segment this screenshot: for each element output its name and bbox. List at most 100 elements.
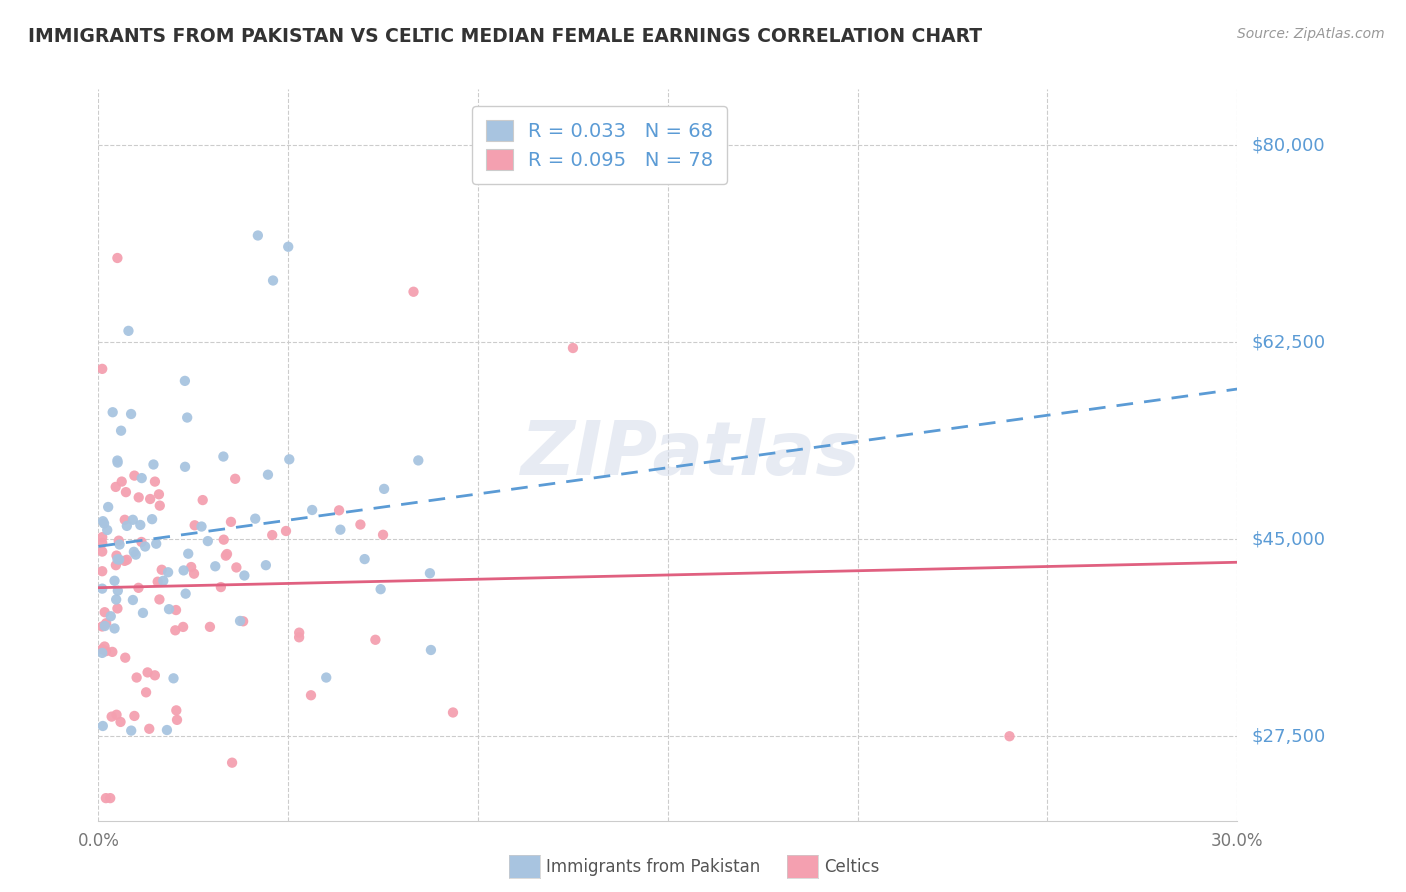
Point <box>120 723 142 738</box>
Point <box>124 468 146 483</box>
Point <box>278 452 301 467</box>
Point <box>101 405 124 419</box>
Point <box>91 646 114 660</box>
Point <box>197 534 219 549</box>
Point <box>101 645 124 659</box>
Point <box>149 499 172 513</box>
Point <box>299 688 322 702</box>
Point <box>124 709 146 723</box>
Point <box>104 558 127 573</box>
Text: IMMIGRANTS FROM PAKISTAN VS CELTIC MEDIAN FEMALE EARNINGS CORRELATION CHART: IMMIGRANTS FROM PAKISTAN VS CELTIC MEDIA… <box>28 27 983 45</box>
Point <box>138 722 160 736</box>
Legend: R = 0.033   N = 68, R = 0.095   N = 78: R = 0.033 N = 68, R = 0.095 N = 78 <box>472 106 727 184</box>
Point <box>96 616 118 631</box>
Point <box>173 374 195 388</box>
Point <box>562 341 585 355</box>
Text: Source: ZipAtlas.com: Source: ZipAtlas.com <box>1237 27 1385 41</box>
Point <box>115 485 138 500</box>
Point <box>254 558 277 573</box>
Point <box>162 671 184 685</box>
Point <box>419 643 441 657</box>
Text: ZIPatlas: ZIPatlas <box>520 418 860 491</box>
Point <box>100 709 122 723</box>
Point <box>111 475 134 489</box>
Point <box>125 671 148 685</box>
Point <box>191 493 214 508</box>
Point <box>139 491 162 506</box>
Point <box>103 574 125 588</box>
Point <box>288 625 311 640</box>
Point <box>125 548 148 562</box>
Point <box>441 706 464 720</box>
Point <box>141 512 163 526</box>
Point <box>97 500 120 514</box>
Point <box>93 516 115 531</box>
Point <box>373 482 395 496</box>
Point <box>353 552 375 566</box>
Point <box>107 456 129 470</box>
Point <box>135 685 157 699</box>
Point <box>91 719 114 733</box>
Point <box>370 582 392 597</box>
Point <box>122 593 145 607</box>
Point <box>190 519 212 533</box>
Point <box>146 574 169 589</box>
Point <box>128 491 150 505</box>
Point <box>114 513 136 527</box>
Point <box>107 601 129 615</box>
Point <box>212 450 235 464</box>
Point <box>91 514 114 528</box>
Point <box>257 467 280 482</box>
Point <box>245 511 267 525</box>
Point <box>233 568 256 582</box>
Point <box>110 424 132 438</box>
Point <box>328 503 350 517</box>
Point <box>301 503 323 517</box>
Point <box>134 540 156 554</box>
Point <box>96 523 118 537</box>
Point <box>131 535 153 549</box>
Point <box>145 537 167 551</box>
Point <box>172 620 194 634</box>
Text: Celtics: Celtics <box>824 857 879 876</box>
Point <box>127 581 149 595</box>
Point <box>998 729 1021 743</box>
Point <box>183 566 205 581</box>
Point <box>108 552 131 566</box>
Point <box>114 554 136 568</box>
Point <box>107 552 129 566</box>
Point <box>288 630 311 644</box>
Point <box>143 668 166 682</box>
Point <box>183 518 205 533</box>
Point <box>221 756 243 770</box>
Point <box>173 563 195 577</box>
Point <box>225 560 247 574</box>
Point <box>419 566 441 581</box>
Point <box>121 513 143 527</box>
Point <box>91 564 114 578</box>
Point <box>107 533 129 548</box>
Point <box>165 703 187 717</box>
Point <box>209 580 232 594</box>
Point <box>107 583 129 598</box>
Point <box>91 619 114 633</box>
Point <box>174 459 197 474</box>
Point <box>180 560 202 574</box>
Point <box>114 650 136 665</box>
Point <box>229 614 252 628</box>
Point <box>219 515 242 529</box>
Point <box>136 665 159 680</box>
Point <box>105 707 128 722</box>
Text: $62,500: $62,500 <box>1251 334 1326 351</box>
Point <box>94 791 117 805</box>
Point <box>107 251 129 265</box>
Point <box>152 574 174 588</box>
Point <box>93 640 115 654</box>
Point <box>215 549 238 563</box>
Text: $27,500: $27,500 <box>1251 727 1326 745</box>
Point <box>105 549 128 563</box>
Point <box>91 582 114 596</box>
Point <box>104 480 127 494</box>
Point <box>224 472 246 486</box>
Point <box>110 714 132 729</box>
